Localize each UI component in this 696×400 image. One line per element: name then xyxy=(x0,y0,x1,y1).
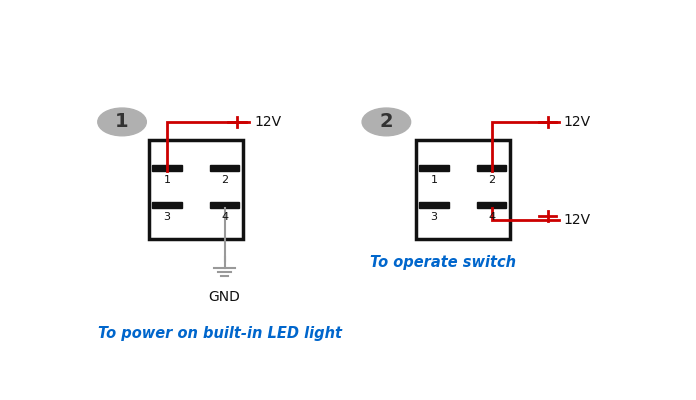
Text: 3: 3 xyxy=(164,212,171,222)
Text: 4: 4 xyxy=(488,212,495,222)
Text: To operate switch: To operate switch xyxy=(370,255,516,270)
Bar xyxy=(209,165,239,171)
Text: 2: 2 xyxy=(379,112,393,132)
Text: 1: 1 xyxy=(430,175,437,185)
Bar xyxy=(152,202,182,208)
Bar xyxy=(419,165,449,171)
Text: 12V: 12V xyxy=(564,214,591,228)
Text: 3: 3 xyxy=(430,212,437,222)
Text: 12V: 12V xyxy=(254,115,281,129)
Text: 2: 2 xyxy=(488,175,495,185)
Text: 12V: 12V xyxy=(564,115,591,129)
Bar xyxy=(416,140,510,239)
Bar xyxy=(149,140,244,239)
Bar xyxy=(209,202,239,208)
Circle shape xyxy=(97,108,146,136)
Text: To power on built-in LED light: To power on built-in LED light xyxy=(97,326,342,341)
Text: 1: 1 xyxy=(116,112,129,132)
Bar xyxy=(477,165,507,171)
Text: 4: 4 xyxy=(221,212,228,222)
Bar xyxy=(477,202,507,208)
Bar xyxy=(152,165,182,171)
Bar xyxy=(419,202,449,208)
Circle shape xyxy=(362,108,411,136)
Text: GND: GND xyxy=(209,290,241,304)
Text: 2: 2 xyxy=(221,175,228,185)
Text: 1: 1 xyxy=(164,175,171,185)
